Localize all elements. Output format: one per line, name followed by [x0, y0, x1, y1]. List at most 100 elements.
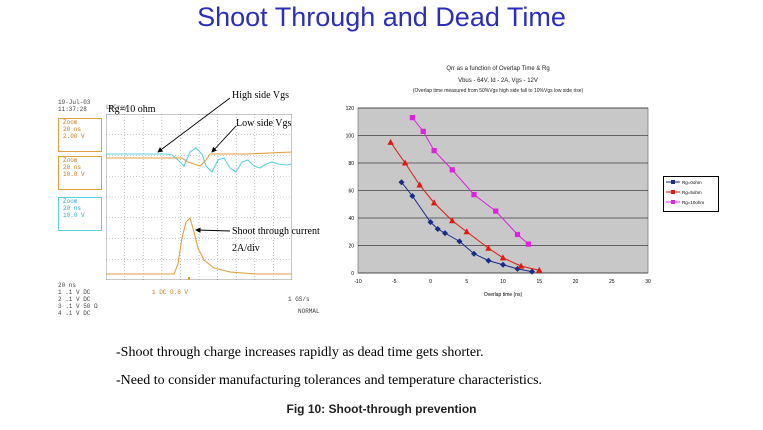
y-tick-label: 0	[351, 271, 354, 277]
scope-footer: 20 ns 1 .1 V DC 2 .1 V DC 3 .1 V 50 Ω 4 …	[58, 282, 98, 317]
x-tick-label: 5	[465, 279, 468, 285]
data-point	[427, 219, 434, 226]
data-point	[430, 199, 438, 206]
scope-mode-label: LeCroy	[106, 104, 128, 111]
y-tick-label: 100	[346, 134, 355, 140]
low-side-vgs-trace	[106, 151, 292, 167]
x-tick-label: 0	[429, 279, 432, 285]
data-point	[493, 208, 499, 214]
legend-label: Rg=5ohm	[682, 189, 702, 195]
bullet-2: -Need to consider manufacturing toleranc…	[116, 373, 543, 388]
y-tick-label: 20	[348, 244, 354, 250]
legend-swatch	[666, 200, 680, 204]
data-point	[471, 250, 477, 257]
scope-grid	[106, 114, 292, 280]
scope-sample-rate: 1 GS/s	[288, 296, 310, 303]
data-point	[514, 231, 521, 238]
data-point	[463, 228, 470, 235]
data-point	[471, 192, 477, 198]
scope-channel-row: 1 .1 V DC	[58, 289, 91, 296]
data-point	[449, 217, 456, 224]
channel-name: Zoom	[63, 157, 78, 164]
legend-label: Rg=10ohm	[682, 199, 705, 205]
channel-name: Zoom	[63, 119, 78, 126]
y-tick-label: 80	[348, 161, 354, 167]
data-point	[456, 238, 463, 245]
data-point	[485, 244, 492, 251]
data-point	[401, 159, 409, 166]
data-point	[529, 268, 535, 275]
scope-timebase: 20 ns	[58, 282, 77, 289]
scope-channel-1: Zoom 20 ns 2.00 V	[58, 118, 102, 152]
y-tick-label: 40	[348, 216, 354, 222]
shoot-through-current-trace	[106, 216, 292, 275]
channel-volts: 2.00 V	[63, 133, 85, 140]
data-point	[442, 230, 448, 237]
channel-volts: 10.0 V	[63, 171, 85, 178]
channel-name: Zoom	[63, 198, 78, 205]
scope-trigger: 1 DC 0.6 V	[152, 289, 189, 296]
data-point	[499, 254, 507, 261]
shoot-through-current-label: Shoot through current	[232, 226, 320, 237]
scope-channel-3: Zoom 20 ns 10.0 V	[58, 197, 102, 231]
scope-channel-row: 4 .1 V DC	[58, 310, 91, 317]
x-tick-label: 30	[645, 279, 651, 285]
low-side-vgs-label: Low side Vgs	[236, 118, 292, 129]
legend-swatch	[666, 180, 680, 184]
legend-entry: Rg=5ohm	[664, 187, 718, 197]
data-point	[431, 148, 437, 154]
slide-title: Shoot Through and Dead Time	[197, 2, 566, 32]
x-tick-label: -5	[392, 279, 397, 285]
x-tick-label: 10	[500, 279, 506, 285]
rg-annotation: Rg=10 ohm	[108, 104, 156, 115]
channel-time: 20 ns	[63, 126, 82, 133]
legend-entry: Rg=0ohm	[664, 177, 718, 187]
x-tick-label: 20	[573, 279, 579, 285]
scope-time: 11:37:28	[58, 106, 87, 113]
series-line	[390, 142, 540, 271]
high-side-vgs-trace	[106, 147, 292, 173]
data-point	[500, 261, 506, 268]
scope-trigger-mode: NORMAL	[298, 308, 320, 315]
scope-datetime: 19-Jul-03 11:37:28	[58, 99, 90, 113]
scope-date: 19-Jul-03	[58, 99, 91, 106]
data-point	[420, 128, 426, 134]
legend-label: Rg=0ohm	[682, 179, 702, 185]
scope-channel-row: 3 .1 V 50 Ω	[58, 303, 98, 310]
data-point	[387, 138, 394, 145]
x-tick-label: 25	[609, 279, 615, 285]
data-point	[416, 181, 423, 188]
y-tick-label: 60	[348, 189, 354, 195]
x-tick-label: 15	[536, 279, 542, 285]
bullet-1: -Shoot through charge increases rapidly …	[116, 345, 484, 360]
channel-time: 20 ns	[63, 164, 82, 171]
data-point	[409, 193, 416, 199]
data-point	[517, 262, 525, 269]
y-tick-label: 120	[346, 106, 355, 112]
data-point	[434, 226, 441, 232]
high-side-vgs-label: High side Vgs	[232, 90, 290, 101]
data-point	[449, 167, 455, 173]
data-point	[536, 266, 543, 273]
current-scale-label: 2A/div	[232, 243, 260, 254]
data-point	[409, 115, 415, 121]
chart-note: (Overlap time measured from 50%Vgs high …	[412, 88, 584, 94]
x-axis-label: Overlap time (ns)	[484, 292, 523, 298]
legend-swatch	[666, 190, 680, 194]
data-point	[525, 241, 531, 247]
x-tick-label: -10	[354, 279, 361, 285]
series-line	[411, 117, 529, 245]
chart-subtitle: Vbus - 64V, Id - 2A, Vgs - 12V	[458, 78, 538, 84]
data-point	[485, 257, 492, 264]
data-point	[398, 179, 405, 186]
chart-legend: Rg=0ohm Rg=5ohm Rg=10ohm	[663, 176, 719, 212]
oscilloscope-screenshot	[54, 98, 342, 318]
legend-entry: Rg=10ohm	[664, 197, 718, 207]
channel-time: 20 ns	[63, 205, 82, 212]
scope-channel-2: Zoom 20 ns 10.0 V	[58, 156, 102, 190]
scope-channel-row: 2 .1 V DC	[58, 296, 91, 303]
channel-volts: 10.0 V	[63, 212, 85, 219]
chart-title: Qrr as a function of Overlap Time & Rg	[446, 66, 550, 72]
